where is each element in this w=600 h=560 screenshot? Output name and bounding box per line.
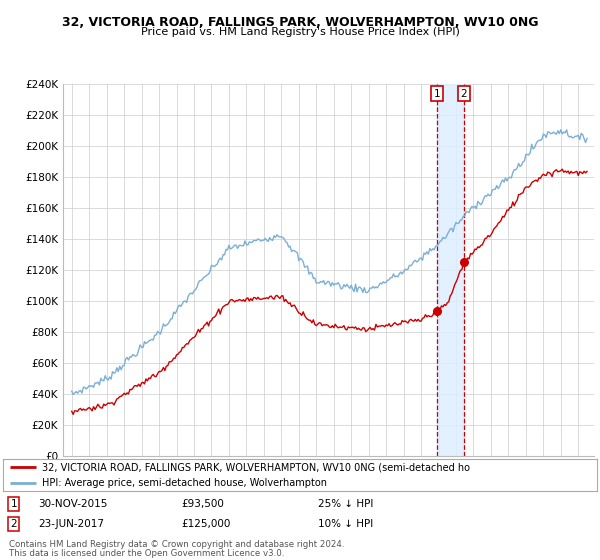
Text: 23-JUN-2017: 23-JUN-2017	[38, 519, 104, 529]
Text: 32, VICTORIA ROAD, FALLINGS PARK, WOLVERHAMPTON, WV10 0NG (semi-detached ho: 32, VICTORIA ROAD, FALLINGS PARK, WOLVER…	[41, 462, 470, 472]
Text: £93,500: £93,500	[181, 499, 224, 508]
Text: Contains HM Land Registry data © Crown copyright and database right 2024.: Contains HM Land Registry data © Crown c…	[9, 540, 344, 549]
Text: Price paid vs. HM Land Registry's House Price Index (HPI): Price paid vs. HM Land Registry's House …	[140, 27, 460, 37]
Text: This data is licensed under the Open Government Licence v3.0.: This data is licensed under the Open Gov…	[9, 549, 284, 558]
Text: 30-NOV-2015: 30-NOV-2015	[38, 499, 108, 508]
Text: 2: 2	[10, 519, 17, 529]
Text: 25% ↓ HPI: 25% ↓ HPI	[318, 499, 373, 508]
Text: 32, VICTORIA ROAD, FALLINGS PARK, WOLVERHAMPTON, WV10 0NG: 32, VICTORIA ROAD, FALLINGS PARK, WOLVER…	[62, 16, 538, 29]
Text: 10% ↓ HPI: 10% ↓ HPI	[318, 519, 373, 529]
Text: £125,000: £125,000	[181, 519, 230, 529]
Text: 1: 1	[434, 88, 440, 99]
Text: 1: 1	[10, 499, 17, 508]
Text: 2: 2	[461, 88, 467, 99]
Bar	[437, 84, 464, 456]
Text: HPI: Average price, semi-detached house, Wolverhampton: HPI: Average price, semi-detached house,…	[41, 478, 326, 488]
